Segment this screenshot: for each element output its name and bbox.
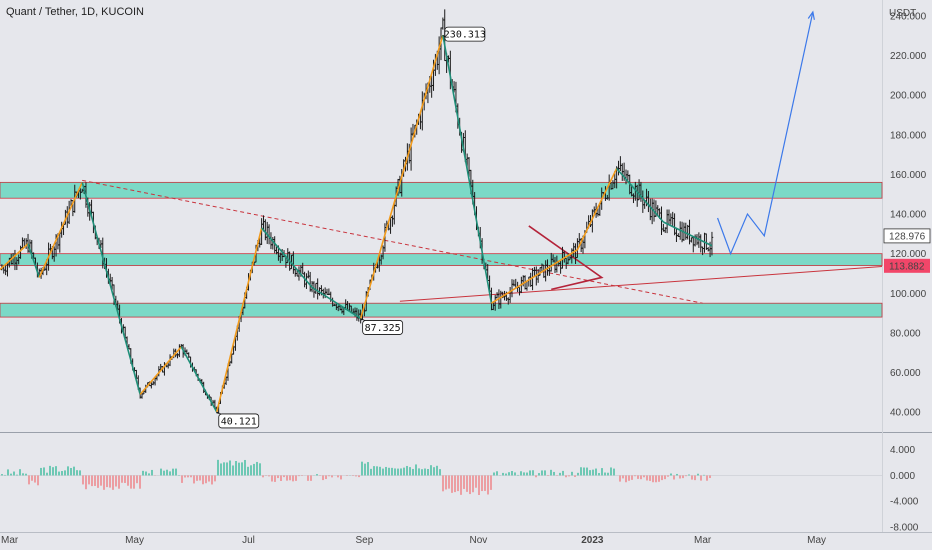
callout-box bbox=[444, 26, 486, 42]
last-price-label: 128.976 bbox=[889, 231, 926, 242]
callout-pointer bbox=[360, 318, 365, 321]
time-axis-tick: May bbox=[807, 535, 826, 546]
price-axis-tick: 200.000 bbox=[890, 91, 927, 102]
zigzag-up-leg bbox=[359, 34, 444, 319]
chart-title: Quant / Tether, 1D, KUCOIN bbox=[6, 6, 144, 18]
time-axis-tick: Mar bbox=[1, 535, 19, 546]
oscillator-axis-tick: 4.000 bbox=[890, 445, 915, 456]
zigzag-down-leg bbox=[442, 34, 493, 304]
zigzag-up-leg bbox=[576, 168, 618, 251]
callout-pointer bbox=[216, 411, 221, 415]
time-axis-tick: Sep bbox=[355, 535, 373, 546]
oscillator-axis-tick: -4.000 bbox=[890, 497, 919, 508]
time-axis-tick: Nov bbox=[469, 535, 487, 546]
callout-label: 40.121 bbox=[221, 416, 257, 427]
zigzag-up-leg bbox=[491, 249, 578, 304]
demand-zone bbox=[0, 253, 883, 266]
callout-label: 87.325 bbox=[365, 323, 401, 334]
price-axis-tick: 140.000 bbox=[890, 210, 927, 221]
time-axis-tick: 2023 bbox=[581, 535, 604, 546]
price-axis-tick: 120.000 bbox=[890, 249, 927, 260]
callout-box bbox=[218, 413, 260, 429]
zigzag-down-leg bbox=[311, 286, 362, 320]
demand-zone bbox=[0, 181, 883, 199]
price-axis-tick: 80.000 bbox=[890, 328, 921, 339]
time-axis-tick: Jul bbox=[242, 535, 255, 546]
rising-trendline bbox=[399, 266, 883, 302]
callout-label: 230.313 bbox=[444, 30, 486, 41]
price-axis-tick: 60.000 bbox=[890, 368, 921, 379]
oscillator-axis-tick: -8.000 bbox=[890, 523, 919, 534]
dashed-trendline bbox=[82, 179, 703, 304]
zigzag-down-leg bbox=[180, 346, 218, 413]
callout-box bbox=[362, 320, 404, 335]
zigzag-up-leg bbox=[38, 182, 83, 278]
time-axis-tick: May bbox=[125, 535, 144, 546]
last-price-marker bbox=[883, 228, 931, 244]
projection-arrowhead bbox=[807, 10, 815, 20]
price-axis-tick: 220.000 bbox=[890, 51, 927, 62]
zigzag-down-leg bbox=[81, 182, 141, 395]
zigzag-down-leg bbox=[616, 167, 664, 223]
price-axis-tick: 160.000 bbox=[890, 170, 927, 181]
zigzag-down-leg bbox=[261, 227, 313, 288]
oscillator-axis-tick: 0.000 bbox=[890, 471, 915, 482]
zigzag-up-leg bbox=[0, 243, 29, 271]
price-axis-tick: 240.000 bbox=[890, 11, 927, 22]
price-axis-tick: 180.000 bbox=[890, 130, 927, 141]
projection-path bbox=[716, 11, 814, 256]
triangle-pattern bbox=[528, 225, 604, 291]
zigzag-up-leg bbox=[215, 227, 263, 413]
marked-price-marker bbox=[884, 258, 930, 273]
price-axis-tick: 40.000 bbox=[890, 408, 921, 419]
zigzag-down-leg bbox=[663, 221, 713, 247]
zigzag-down-leg bbox=[27, 243, 41, 278]
price-axis-tick: 100.000 bbox=[890, 289, 927, 300]
time-axis-tick: Mar bbox=[694, 535, 712, 546]
demand-zone bbox=[0, 302, 883, 318]
marked-price-label: 113.882 bbox=[889, 261, 925, 272]
price-axis-unit: USDT bbox=[889, 8, 916, 19]
zigzag-up-leg bbox=[139, 346, 182, 395]
